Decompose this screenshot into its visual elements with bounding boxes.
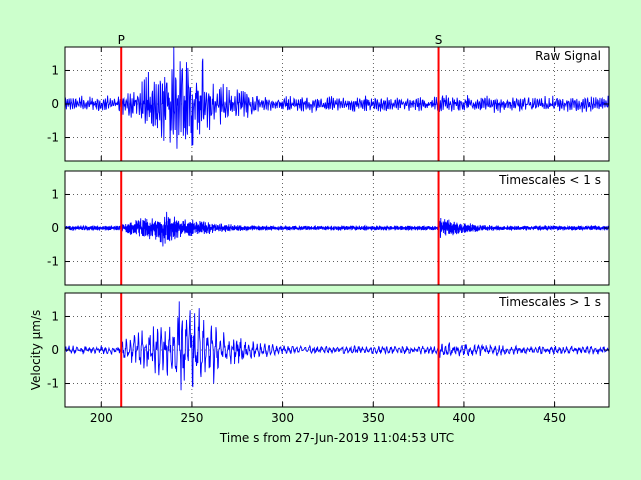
x-tick-label: 350	[362, 411, 385, 425]
x-tick-label: 200	[90, 411, 113, 425]
y-tick-label: -1	[47, 255, 59, 269]
x-tick-label: 300	[271, 411, 294, 425]
x-tick-label: 400	[452, 411, 475, 425]
plot-root: -1 0 1 Raw Signal -1 0 1 Timescales < 1 s -1 0 1 Ti…	[47, 33, 610, 425]
panel-title: Timescales < 1 s	[498, 173, 601, 187]
y-axis-label: Velocity µm/s	[29, 310, 43, 391]
y-tick-label: 1	[51, 309, 59, 323]
waveform-line	[65, 211, 609, 247]
y-tick-label: 0	[51, 221, 59, 235]
y-tick-label: 0	[51, 97, 59, 111]
panel-1: -1 0 1 Raw Signal	[47, 46, 610, 162]
phase-label-S: S	[435, 33, 443, 47]
y-tick-label: 0	[51, 343, 59, 357]
x-tick-label: 250	[180, 411, 203, 425]
y-tick-label: -1	[47, 377, 59, 391]
y-tick-label: -1	[47, 131, 59, 145]
y-tick-label: 1	[51, 187, 59, 201]
panel-3: -1 0 1 Timescales > 1 s	[47, 292, 610, 408]
phase-label-P: P	[118, 33, 125, 47]
x-axis-label: Time s from 27-Jun-2019 11:04:53 UTC	[219, 431, 454, 445]
x-tick-label: 450	[543, 411, 566, 425]
panel-title: Raw Signal	[535, 49, 601, 63]
panel-2: -1 0 1 Timescales < 1 s	[47, 170, 610, 286]
panel-title: Timescales > 1 s	[498, 295, 601, 309]
waveform-line	[65, 301, 609, 391]
waveform-line	[65, 47, 609, 149]
y-tick-label: 1	[51, 63, 59, 77]
